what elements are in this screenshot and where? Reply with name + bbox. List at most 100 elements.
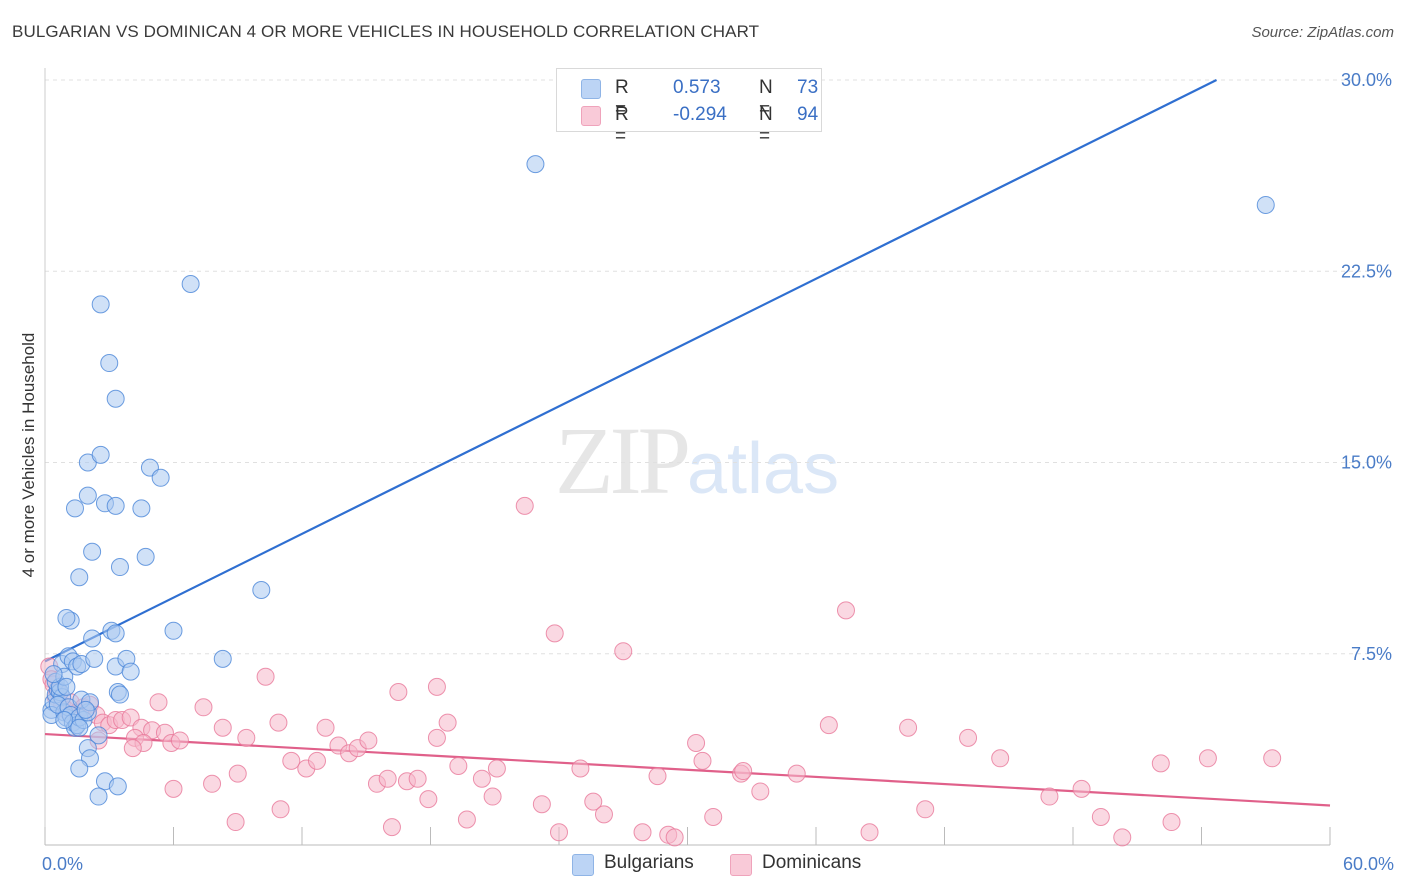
point-bulgarians <box>1256 195 1275 214</box>
point-dominicans <box>228 764 247 783</box>
point-bulgarians <box>89 726 108 745</box>
point-dominicans <box>487 759 506 778</box>
point-bulgarians <box>70 759 89 778</box>
point-dominicans <box>282 751 301 770</box>
point-bulgarians <box>132 499 151 518</box>
point-dominicans <box>457 810 476 829</box>
point-bulgarians <box>151 468 170 487</box>
point-dominicans <box>734 762 753 781</box>
point-dominicans <box>359 731 378 750</box>
point-bulgarians <box>164 621 183 640</box>
point-dominicans <box>687 734 706 752</box>
tick-labels: 7.5% 15.0% 22.5% 30.0% 0.0% 60.0% <box>42 70 1394 874</box>
point-dominicans <box>408 769 427 788</box>
y-tick-label: 7.5% <box>1351 644 1392 664</box>
point-dominicans <box>382 818 401 837</box>
point-bulgarians <box>106 624 125 643</box>
point-bulgarians <box>106 496 125 515</box>
point-bulgarians <box>70 568 89 587</box>
point-dominicans <box>226 813 245 832</box>
point-dominicans <box>427 728 446 747</box>
point-dominicans <box>237 728 256 747</box>
grid-lines <box>45 79 1370 655</box>
y-axis-label: 4 or more Vehicles in Household <box>19 333 38 578</box>
point-dominicans <box>271 800 290 819</box>
point-dominicans <box>819 716 838 735</box>
point-dominicans <box>1113 828 1132 847</box>
point-dominicans <box>571 759 590 778</box>
point-dominicans <box>213 718 232 737</box>
point-bulgarians <box>252 581 271 599</box>
legend-swatch-bulgarians <box>581 79 601 99</box>
bottom-legend-label-bulgarians: Bulgarians <box>604 852 694 873</box>
point-bulgarians <box>121 662 140 681</box>
point-dominicans <box>449 756 468 775</box>
point-dominicans <box>194 698 213 717</box>
point-bulgarians <box>100 354 119 373</box>
point-dominicans <box>170 731 189 750</box>
point-dominicans <box>614 642 633 661</box>
watermark: ZIPatlas <box>555 405 839 516</box>
point-dominicans <box>1072 779 1091 798</box>
point-dominicans <box>1162 813 1181 832</box>
legend-n-value: 73 <box>797 77 819 98</box>
point-dominicans <box>693 751 712 770</box>
legend-r-value: 0.573 <box>673 77 721 98</box>
watermark-zip: ZIP <box>555 407 691 514</box>
point-dominicans <box>665 828 684 847</box>
point-bulgarians <box>44 665 63 684</box>
point-dominicans <box>704 807 723 826</box>
point-dominicans <box>550 823 568 842</box>
point-dominicans <box>1091 807 1110 826</box>
point-dominicans <box>633 823 652 842</box>
point-dominicans <box>203 774 222 793</box>
point-dominicans <box>1198 749 1217 768</box>
point-bulgarians <box>65 499 84 518</box>
point-bulgarians <box>91 445 110 464</box>
point-bulgarians <box>181 275 200 293</box>
point-bulgarians <box>108 777 127 796</box>
x-tick-label: 60.0% <box>1343 854 1394 874</box>
bottom-legend-swatch-dominicans <box>730 854 752 876</box>
point-bulgarians <box>83 629 102 648</box>
trend-line-bulgarians <box>44 79 1217 663</box>
point-dominicans <box>787 764 806 783</box>
legend-r-value: -0.294 <box>673 104 727 125</box>
chart-source: Source: ZipAtlas.com <box>1251 24 1394 41</box>
point-bulgarians <box>213 649 232 668</box>
point-dominicans <box>256 667 275 686</box>
point-bulgarians <box>526 155 545 174</box>
point-dominicans <box>316 718 335 737</box>
point-dominicans <box>648 767 667 786</box>
point-bulgarians <box>85 649 104 668</box>
legend-n-label: N = <box>759 104 773 147</box>
legend-swatch-dominicans <box>581 106 601 126</box>
point-dominicans <box>1040 787 1059 806</box>
point-bulgarians <box>76 700 95 719</box>
point-dominicans <box>532 795 551 814</box>
bottom-legend-swatch-bulgarians <box>572 854 594 876</box>
point-dominicans <box>483 787 502 806</box>
point-dominicans <box>1151 754 1170 773</box>
point-bulgarians <box>57 609 76 628</box>
point-dominicans <box>836 601 855 620</box>
point-dominicans <box>584 792 603 811</box>
trend-lines <box>44 79 1331 807</box>
point-dominicans <box>899 718 918 737</box>
point-dominicans <box>378 769 397 788</box>
point-dominicans <box>307 751 326 770</box>
point-bulgarians <box>91 295 110 314</box>
legend-r-label: R = <box>615 77 629 120</box>
legend-n-value: 94 <box>797 104 819 125</box>
legend-n-label: N = <box>759 77 773 120</box>
trend-line-dominicans <box>44 732 1331 807</box>
point-dominicans <box>427 677 446 696</box>
point-bulgarians <box>89 787 108 806</box>
watermark-atlas: atlas <box>687 429 840 509</box>
point-dominicans <box>545 624 564 643</box>
point-bulgarians <box>110 558 129 577</box>
point-dominicans <box>594 805 613 824</box>
chart-title: BULGARIAN VS DOMINICAN 4 OR MORE VEHICLE… <box>12 22 760 41</box>
data-points <box>40 155 1282 847</box>
point-bulgarians <box>70 718 89 737</box>
